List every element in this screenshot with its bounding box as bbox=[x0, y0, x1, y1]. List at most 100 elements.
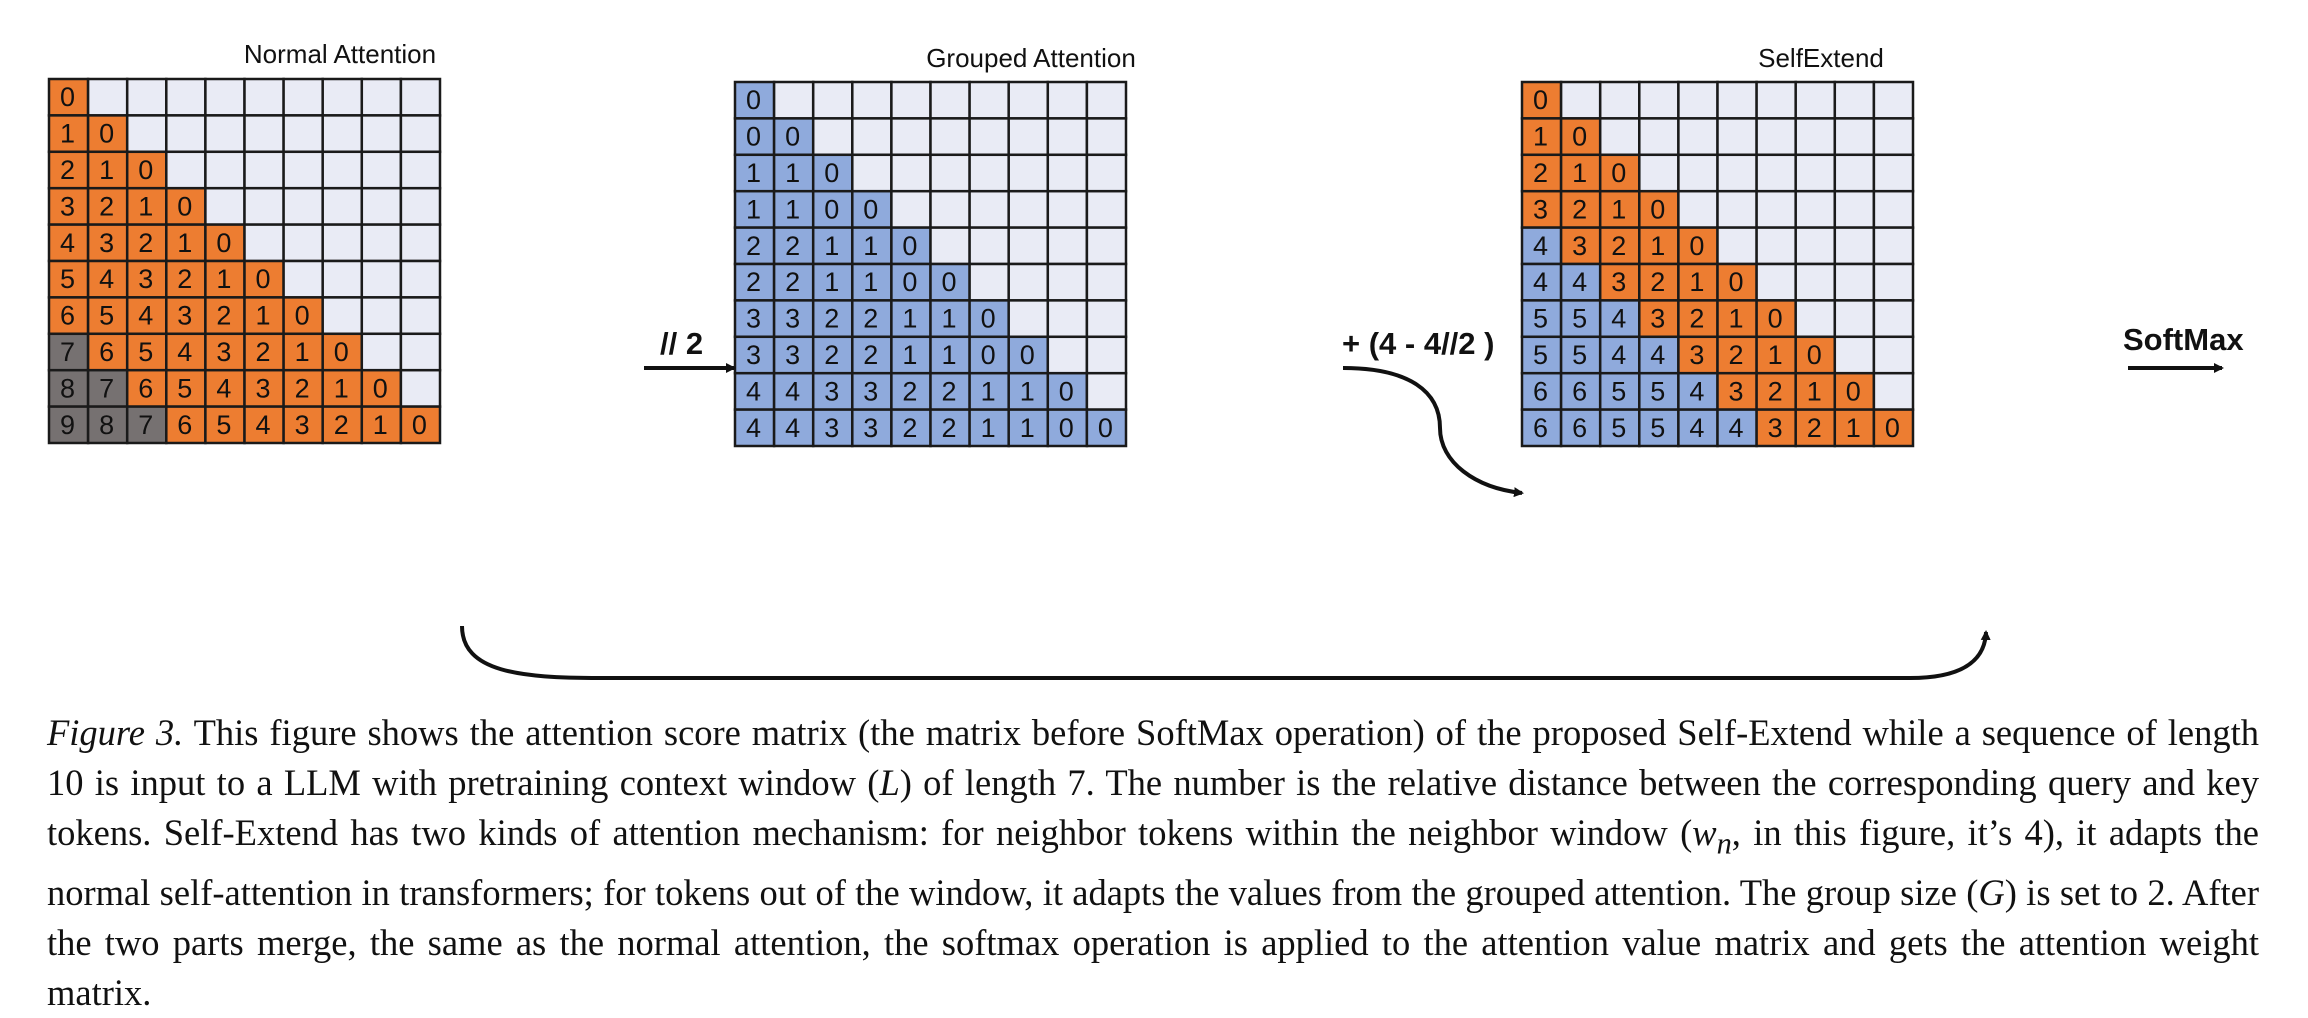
matrix-cell bbox=[811, 408, 854, 448]
matrix-cell-value: 4 bbox=[1689, 376, 1704, 406]
matrix-cell bbox=[811, 299, 854, 339]
figure-diagram: Normal Attention Grouped Attention SelfE… bbox=[47, 39, 2244, 680]
matrix-cell-value: 0 bbox=[1689, 231, 1704, 261]
matrix-cell bbox=[1085, 153, 1128, 193]
matrix-cell bbox=[1716, 189, 1758, 229]
matrix-cell bbox=[1638, 189, 1680, 229]
matrix-cell bbox=[1007, 80, 1050, 120]
matrix-cell-value: 7 bbox=[138, 410, 153, 440]
matrix-cell-value: 1 bbox=[981, 376, 996, 406]
matrix-cell bbox=[86, 77, 129, 117]
matrix-cell bbox=[890, 408, 932, 448]
matrix-cell-value: 3 bbox=[1689, 340, 1704, 370]
matrix-cell-value: 4 bbox=[1729, 413, 1744, 443]
matrix-cell-value: 1 bbox=[60, 119, 75, 149]
matrix-cell bbox=[1085, 226, 1128, 266]
matrix-cell-value: 0 bbox=[1768, 304, 1783, 334]
matrix-cell-value: 1 bbox=[99, 155, 114, 185]
matrix-cell-value: 0 bbox=[1846, 376, 1861, 406]
caption-symbol-g: G bbox=[1978, 872, 2005, 914]
matrix-cell bbox=[47, 405, 90, 445]
shift-operator-label: + (4 - 4//2 ) bbox=[1342, 326, 1494, 361]
matrix-cell-value: 3 bbox=[1611, 267, 1626, 297]
matrix-cell bbox=[733, 299, 776, 339]
matrix-cell-value: 1 bbox=[824, 267, 839, 297]
matrix-cell bbox=[360, 150, 403, 190]
matrix-cell-value: 4 bbox=[785, 413, 800, 443]
matrix-cell bbox=[1007, 226, 1050, 266]
matrix-cell bbox=[1833, 299, 1876, 339]
matrix-cell bbox=[811, 226, 854, 266]
matrix-cell-value: 5 bbox=[1650, 413, 1665, 443]
matrix-cell bbox=[1598, 371, 1641, 411]
matrix-cell bbox=[890, 371, 932, 411]
matrix-cell-value: 2 bbox=[60, 155, 75, 185]
matrix-cell bbox=[1638, 335, 1680, 375]
matrix-cell bbox=[1007, 153, 1050, 193]
softmax-label: SoftMax bbox=[2123, 322, 2244, 357]
matrix-cell-value: 0 bbox=[412, 410, 427, 440]
matrix-cell bbox=[1085, 117, 1128, 157]
matrix-cell bbox=[1755, 408, 1797, 448]
matrix-cell bbox=[165, 150, 207, 190]
matrix-cell bbox=[399, 114, 442, 154]
matrix-cell-value: 6 bbox=[1572, 413, 1587, 443]
matrix-cell-value: 1 bbox=[295, 337, 310, 367]
matrix-cell-value: 1 bbox=[1533, 122, 1548, 152]
matrix-cell-value: 2 bbox=[1768, 376, 1783, 406]
matrix-cell-value: 0 bbox=[824, 194, 839, 224]
matrix-cell bbox=[1559, 80, 1602, 120]
matrix-cell bbox=[1046, 117, 1089, 157]
matrix-cell-value: 4 bbox=[1689, 413, 1704, 443]
caption-label: Figure 3. bbox=[47, 712, 184, 753]
matrix-cell-value: 1 bbox=[1846, 413, 1861, 443]
matrix-cell bbox=[243, 114, 285, 154]
matrix-grouped-attention: 00 01 1 01 1 0 02 2 1 1 02 2 1 1 0 03 3 2 2 1 1 03 3 2 2 1 1 0 04 4 3 3… bbox=[733, 80, 1128, 448]
matrix-cell bbox=[360, 77, 403, 117]
matrix-cell-value: 4 bbox=[1611, 340, 1626, 370]
matrix-cell bbox=[1716, 153, 1758, 193]
caption-symbol-n: n bbox=[1716, 826, 1732, 861]
matrix-cell bbox=[1046, 189, 1089, 229]
matrix-cell-value: 4 bbox=[177, 337, 192, 367]
matrix-cell bbox=[1085, 262, 1128, 302]
matrix-cell-value: 1 bbox=[1729, 304, 1744, 334]
matrix-cell-value: 1 bbox=[902, 304, 917, 334]
matrix-cell bbox=[1046, 153, 1089, 193]
matrix-cell bbox=[1046, 408, 1089, 448]
matrix-cell bbox=[243, 150, 285, 190]
matrix-cell bbox=[1085, 189, 1128, 229]
matrix-selfextend: 01 02 1 03 2 1 04 3 2 1 04 4 3 2 1 05 5 4 3 2 1 05 5 4 4 3 2 1 06 6 5 5… bbox=[1520, 80, 1915, 448]
matrix-cell bbox=[968, 153, 1010, 193]
matrix-cell bbox=[968, 262, 1010, 302]
matrix-cell bbox=[125, 114, 168, 154]
matrix-cell bbox=[1833, 226, 1876, 266]
matrix-cell bbox=[1755, 189, 1797, 229]
matrix-cell-value: 2 bbox=[824, 340, 839, 370]
matrix-cell-value: 5 bbox=[1533, 340, 1548, 370]
matrix-cell bbox=[321, 296, 364, 336]
matrix-cell-value: 6 bbox=[1533, 376, 1548, 406]
matrix-cell-value: 1 bbox=[1807, 376, 1822, 406]
matrix-cell-value: 0 bbox=[1098, 413, 1113, 443]
matrix-cell-value: 3 bbox=[863, 376, 878, 406]
matrix-cell-value: 2 bbox=[256, 337, 271, 367]
matrix-cell bbox=[86, 186, 129, 226]
matrix-cell bbox=[243, 405, 285, 445]
matrix-cell bbox=[929, 189, 971, 229]
matrix-cell-value: 3 bbox=[1729, 376, 1744, 406]
matrix-cell bbox=[1833, 335, 1876, 375]
matrix-cell-value: 1 bbox=[1768, 340, 1783, 370]
matrix-cell bbox=[321, 259, 364, 299]
matrix-cell bbox=[1046, 299, 1089, 339]
matrix-cell bbox=[1677, 117, 1719, 157]
matrix-cell-value: 6 bbox=[60, 301, 75, 331]
matrix-cell bbox=[1794, 408, 1837, 448]
matrix-cell-value: 0 bbox=[1807, 340, 1822, 370]
caption-text-1: This figure shows the attention score ma… bbox=[47, 712, 2259, 803]
matrix-cell-value: 4 bbox=[216, 373, 231, 403]
matrix-cell-value: 2 bbox=[1807, 413, 1822, 443]
matrix-cell bbox=[204, 114, 246, 154]
matrix-cell-value: 3 bbox=[1533, 194, 1548, 224]
matrix-cell-value: 0 bbox=[863, 194, 878, 224]
